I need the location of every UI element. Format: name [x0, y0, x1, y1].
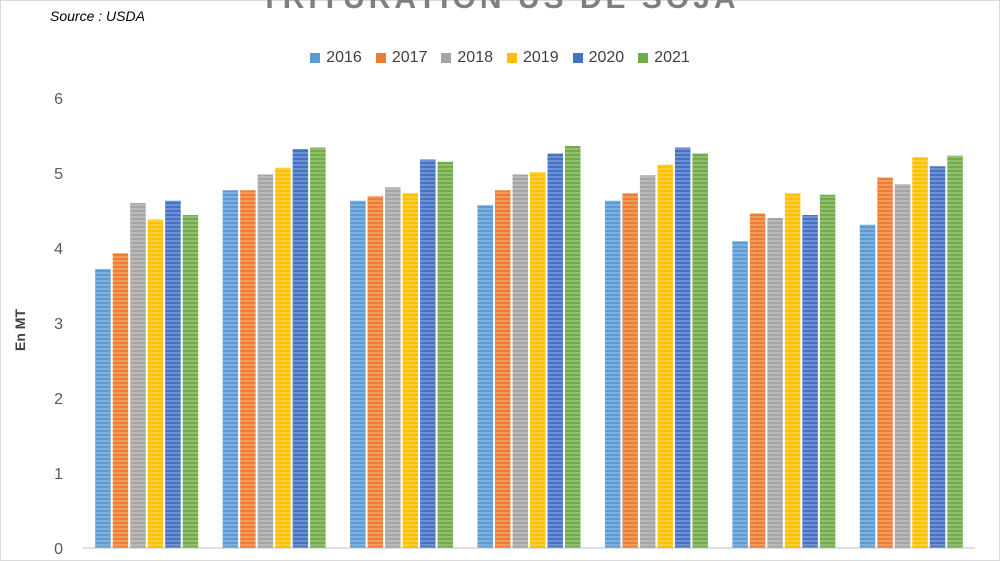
- bar-texture: [674, 147, 691, 548]
- bar-texture: [350, 200, 366, 548]
- legend-item-2018: 2018: [441, 48, 493, 68]
- bar-texture: [859, 224, 876, 548]
- y-tick-label: 5: [54, 166, 63, 183]
- bar-texture: [802, 215, 818, 548]
- bar-texture: [622, 193, 638, 548]
- legend-item-2019: 2019: [507, 48, 559, 68]
- bar-texture: [222, 190, 239, 548]
- bar-texture: [257, 174, 274, 548]
- y-tick-label: 2: [54, 391, 63, 408]
- bar-texture: [477, 205, 493, 548]
- legend-swatch: [507, 53, 517, 63]
- bar-texture: [130, 203, 146, 548]
- bar-texture: [420, 159, 436, 548]
- bar-texture: [240, 190, 256, 548]
- legend-label: 2020: [588, 49, 625, 66]
- bar-texture: [530, 172, 546, 548]
- bar-texture: [732, 241, 748, 548]
- bar-texture: [495, 190, 511, 548]
- bar-texture: [385, 187, 401, 548]
- bar-texture: [182, 215, 199, 548]
- bar-texture: [639, 175, 656, 548]
- legend-item-2017: 2017: [375, 48, 428, 68]
- legend-label: 2017: [391, 49, 428, 66]
- bar-texture: [112, 253, 129, 548]
- legend-swatch: [310, 53, 321, 63]
- legend-item-2021: 2021: [638, 48, 690, 68]
- bar-texture: [565, 146, 581, 548]
- bar-texture: [292, 149, 309, 548]
- y-tick-label: 0: [54, 541, 63, 558]
- bar-texture: [877, 177, 893, 548]
- bar-texture: [692, 153, 708, 548]
- bar-texture: [912, 157, 928, 548]
- legend-swatch: [638, 53, 649, 63]
- legend-item-2020: 2020: [572, 48, 625, 68]
- bar-texture: [275, 167, 291, 548]
- bar-texture: [165, 200, 181, 548]
- bar-texture: [367, 196, 384, 548]
- legend: 2016 2017 2018 2019 2020 2021: [0, 48, 1000, 68]
- source-note: Source : USDA: [50, 8, 145, 24]
- legend-item-2016: 2016: [310, 48, 362, 68]
- y-tick-label: 3: [54, 316, 63, 333]
- bar-texture: [402, 193, 419, 548]
- bar-texture: [819, 194, 836, 548]
- bar-texture: [929, 166, 946, 548]
- bar-texture: [657, 164, 673, 548]
- bar-texture: [310, 147, 326, 548]
- y-tick-label: 6: [54, 91, 63, 108]
- chart-title: TRITURATION US DE SOJA: [0, 0, 1000, 16]
- y-tick-label: 4: [54, 241, 63, 258]
- legend-label: 2018: [457, 49, 493, 66]
- bar-texture: [604, 200, 621, 548]
- bar-texture: [547, 153, 563, 548]
- bar-texture: [95, 269, 111, 548]
- bar-texture: [947, 155, 963, 548]
- legend-label: 2019: [523, 49, 559, 66]
- legend-swatch: [441, 53, 452, 63]
- legend-swatch: [572, 53, 583, 63]
- bar-texture: [894, 184, 911, 548]
- bar-texture: [767, 218, 783, 548]
- legend-swatch: [375, 53, 386, 63]
- y-tick-label: 1: [54, 466, 63, 483]
- bar-texture: [147, 219, 164, 548]
- bar-texture: [437, 161, 454, 548]
- bar-texture: [784, 193, 801, 548]
- legend-label: 2021: [654, 49, 690, 66]
- legend-label: 2016: [326, 49, 362, 66]
- bar-texture: [512, 174, 528, 548]
- bar-texture: [749, 213, 766, 548]
